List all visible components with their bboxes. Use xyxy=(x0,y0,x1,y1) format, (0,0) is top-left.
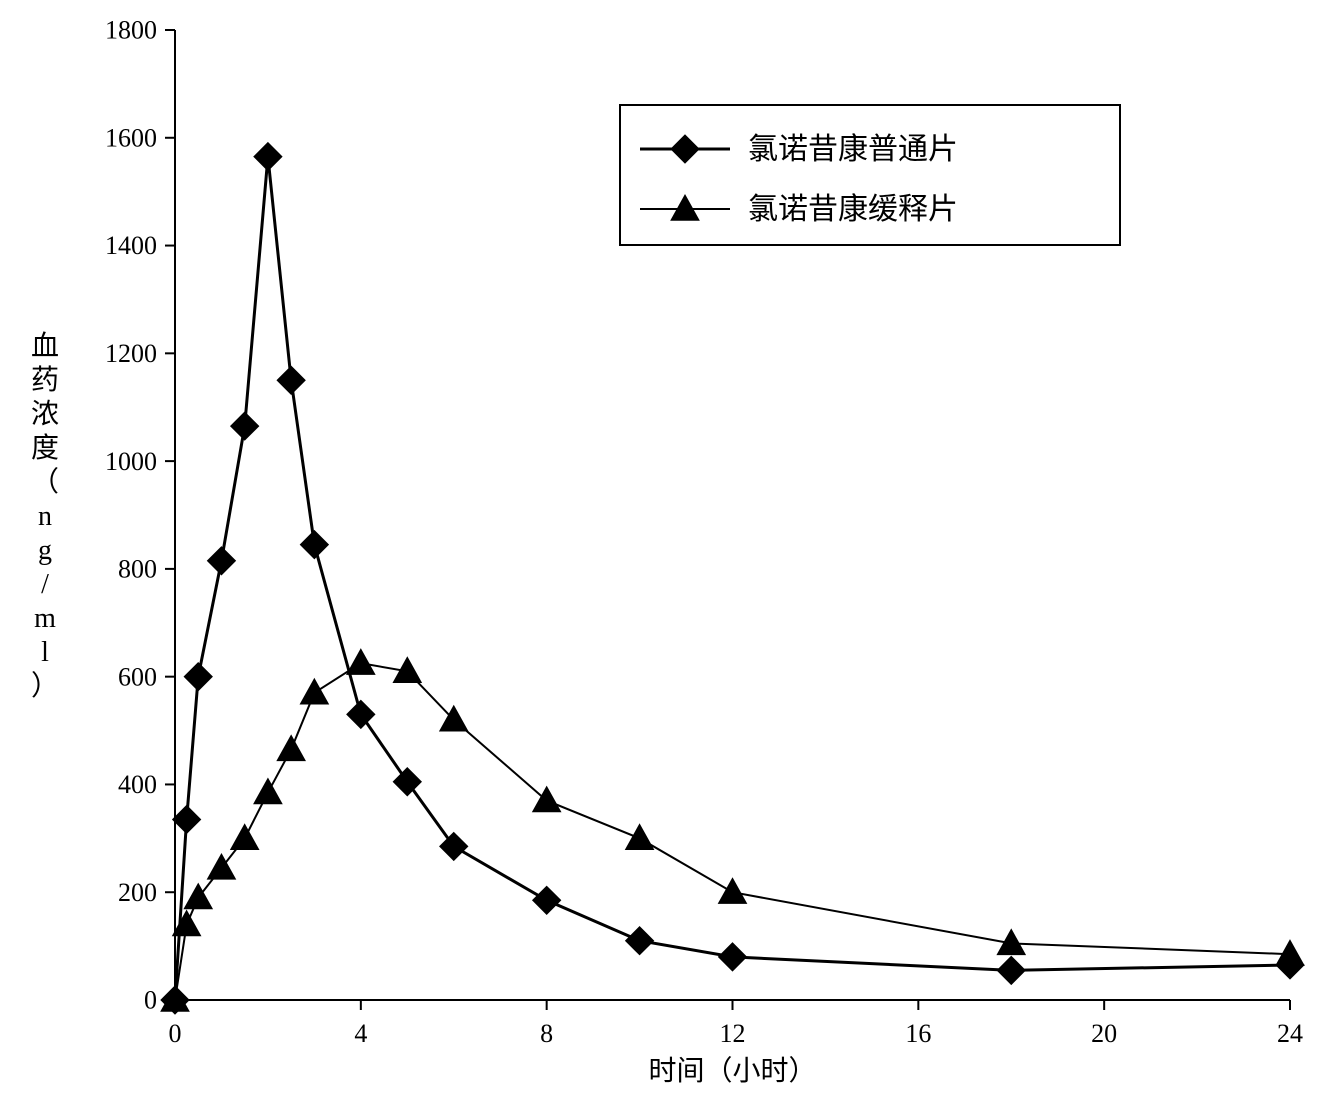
y-tick-label: 1200 xyxy=(105,339,157,368)
y-tick-label: 1400 xyxy=(105,231,157,260)
y-tick-label: 400 xyxy=(118,770,157,799)
x-tick-label: 16 xyxy=(905,1019,931,1048)
x-tick-label: 4 xyxy=(354,1019,367,1048)
svg-text:度: 度 xyxy=(31,432,59,464)
y-tick-label: 1000 xyxy=(105,447,157,476)
legend-label: 氯诺昔康缓释片 xyxy=(748,193,958,226)
y-tick-label: 1600 xyxy=(105,123,157,152)
x-axis-title: 时间（小时） xyxy=(648,1055,816,1087)
y-tick-label: 200 xyxy=(118,878,157,907)
x-tick-label: 12 xyxy=(720,1019,746,1048)
y-tick-label: 1800 xyxy=(105,16,157,45)
svg-text:血: 血 xyxy=(31,330,59,362)
svg-text:m: m xyxy=(34,603,56,634)
svg-text:浓: 浓 xyxy=(31,398,59,430)
svg-text:n: n xyxy=(38,501,52,532)
x-tick-label: 24 xyxy=(1277,1019,1303,1048)
svg-text:（: （ xyxy=(31,466,59,498)
legend-label: 氯诺昔康普通片 xyxy=(748,133,958,166)
x-tick-label: 8 xyxy=(540,1019,553,1048)
pk-chart: 0 4 8 12 16 20 24 0 200 400 600 800 1000 1200 1400 1600… xyxy=(0,0,1340,1108)
svg-text:l: l xyxy=(41,637,49,668)
svg-text:药: 药 xyxy=(31,364,59,396)
x-tick-label: 20 xyxy=(1091,1019,1117,1048)
y-tick-label: 600 xyxy=(118,662,157,691)
svg-text:g: g xyxy=(38,535,52,566)
y-tick-label: 800 xyxy=(118,555,157,584)
svg-text:/: / xyxy=(41,569,49,600)
y-tick-label: 0 xyxy=(144,986,157,1015)
x-tick-label: 0 xyxy=(169,1019,182,1048)
chart-svg: 0 4 8 12 16 20 24 0 200 400 600 800 1000 1200 1400 1600… xyxy=(0,0,1340,1108)
svg-text:）: ） xyxy=(31,670,59,702)
